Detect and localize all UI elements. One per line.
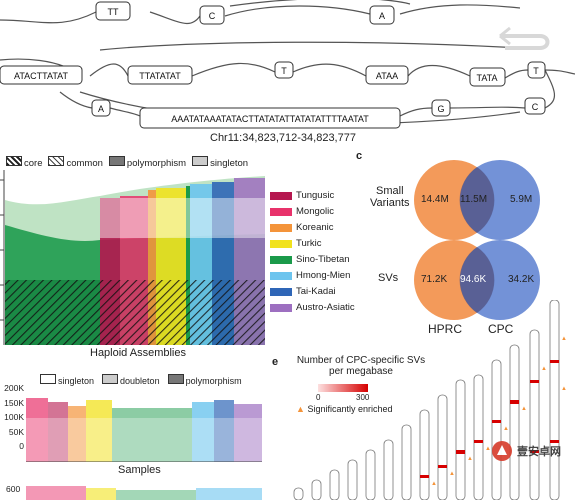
panel-d-legend: singleton doubleton polymorphism — [40, 374, 242, 386]
node-ataa: ATAA — [376, 71, 398, 81]
watermark-text: 壹安卓网 — [517, 446, 561, 458]
svg-text:▲: ▲ — [431, 481, 437, 487]
svg-text:▲: ▲ — [485, 446, 491, 452]
legend-item-tai-kadai: Tai-Kadai — [270, 286, 336, 297]
panel-c-letter: c — [356, 150, 363, 162]
legend-common: common — [48, 156, 103, 169]
node-c2: C — [532, 102, 539, 112]
svg-text:▲: ▲ — [449, 471, 455, 477]
legend-swatch — [270, 287, 292, 296]
small-variants-label: Small Variants — [370, 185, 410, 209]
triangle-icon: ▲ — [296, 404, 305, 414]
panel-b-xlabel: Haploid Assemblies — [90, 347, 186, 359]
node-long-sequence: AAATATAAATATACTTATATATTATATATTTTAATAT — [171, 114, 369, 124]
legend-item-turkic: Turkic — [270, 238, 322, 249]
svs-label: SVs — [378, 272, 399, 284]
small-variants-shared-value: 11.5M — [460, 194, 488, 205]
node-tt: TT — [108, 7, 119, 17]
legend-item-hmong-mien: Hmong-Mien — [270, 270, 350, 281]
svg-text:▲: ▲ — [561, 386, 567, 392]
panel-e-title: Number of CPC-specific SVs per megabase — [296, 355, 426, 377]
legend-singleton: singleton — [192, 156, 248, 169]
enriched-legend: ▲ Significantly enriched — [296, 404, 393, 414]
svs-shared-value: 94.6K — [460, 274, 487, 285]
panel-d-yticks: 200K 150K 100K 50K 0 — [4, 383, 24, 451]
svs-cpc-value: 34.2K — [508, 274, 535, 285]
node-ttatatat: TTATATAT — [139, 71, 181, 81]
legend-swatch — [270, 255, 292, 264]
node-t: T — [281, 66, 287, 76]
panel-e-letter: e — [272, 356, 279, 368]
scale-min: 0 — [316, 393, 321, 402]
svg-text:▲: ▲ — [503, 426, 509, 432]
legend-label: Austro-Asiatic — [296, 302, 355, 313]
legend-swatch — [270, 223, 292, 232]
legend-item-mongolic: Mongolic — [270, 206, 334, 217]
samples-chart — [26, 398, 262, 462]
watermark-logo: 壹安卓网 — [491, 440, 561, 462]
bottom-strip — [26, 486, 262, 500]
svg-text:▲: ▲ — [521, 406, 527, 412]
venn-diagrams — [414, 160, 540, 320]
small-variants-cpc-value: 5.9M — [510, 194, 533, 205]
legend-item-koreanic: Koreanic — [270, 222, 334, 233]
legend-swatch — [270, 303, 292, 312]
svg-text:▲: ▲ — [561, 336, 567, 342]
svs-hprc-value: 71.2K — [421, 274, 448, 285]
node-atacttatat: ATACTTATAT — [14, 71, 68, 81]
small-variants-hprc-value: 14.4M — [421, 194, 449, 205]
node-tata: TATA — [477, 73, 498, 83]
svg-text:▲: ▲ — [467, 456, 473, 462]
svg-text:▲: ▲ — [541, 366, 547, 372]
legend-label: Koreanic — [296, 222, 334, 233]
node-a2: A — [98, 104, 104, 114]
legend-label: Hmong-Mien — [296, 270, 351, 281]
node-t2: T — [533, 66, 539, 76]
node-c: C — [209, 11, 216, 21]
legend-swatch — [270, 239, 292, 248]
legend-polymorphism: polymorphism — [108, 156, 186, 169]
bottom-ytick: 600 — [6, 484, 21, 494]
color-scale — [318, 384, 368, 392]
legend-swatch — [270, 271, 292, 280]
variation-graph: TT C A ATACTTATAT TTATATAT T ATAA TATA T… — [0, 0, 575, 129]
legend-item-austro-asiatic: Austro-Asiatic — [270, 302, 355, 313]
legend-label: Sino-Tibetan — [296, 254, 350, 265]
watermark-icon — [492, 441, 512, 461]
legend-item-tungusic: Tungusic — [270, 190, 334, 201]
venn-hprc-label: HPRC — [428, 322, 463, 336]
chromosome-ideograms: ▲ ▲ ▲ ▲ ▲ ▲ ▲ ▲ ▲ — [293, 300, 567, 500]
back-arrow-icon — [499, 26, 550, 50]
node-a: A — [379, 11, 385, 21]
panel-d-xlabel: Samples — [118, 464, 161, 476]
haploid-assemblies-chart — [0, 170, 265, 345]
legend-singleton-d: singleton — [40, 374, 94, 386]
venn-cpc-label: CPC — [488, 322, 514, 336]
legend-polymorphism-d: polymorphism — [167, 374, 242, 386]
panel-b-legend: core common polymorphism singleton — [6, 156, 248, 169]
graph-coordinate: Chr11:34,823,712-34,823,777 — [210, 132, 356, 144]
legend-core: core — [6, 156, 42, 169]
legend-label: Tai-Kadai — [296, 286, 336, 297]
legend-label: Turkic — [296, 238, 322, 249]
legend-item-sino-tibetan: Sino-Tibetan — [270, 254, 350, 265]
node-g: G — [437, 104, 444, 114]
legend-swatch — [270, 191, 292, 200]
scale-max: 300 — [356, 393, 370, 402]
legend-label: Tungusic — [296, 190, 335, 201]
legend-doubleton-d: doubleton — [102, 374, 160, 386]
legend-label: Mongolic — [296, 206, 335, 217]
legend-swatch — [270, 207, 292, 216]
